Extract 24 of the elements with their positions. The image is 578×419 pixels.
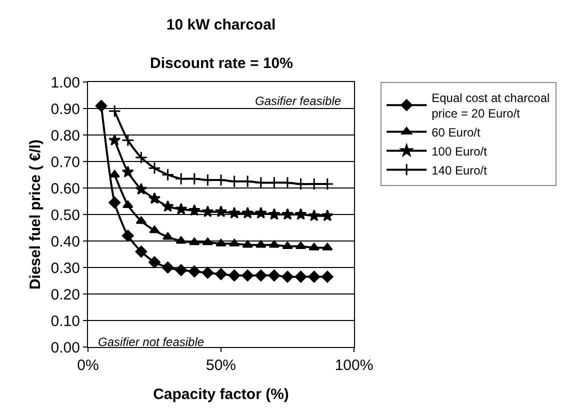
x-tick-label: 0% — [77, 357, 99, 374]
y-tick-label: 0.20 — [50, 286, 80, 304]
y-tick-label: 1.00 — [50, 74, 80, 92]
y-tick-label: 0.70 — [50, 154, 80, 171]
annotation: Gasifier feasible — [255, 94, 342, 108]
legend-label: 100 Euro/t — [432, 144, 488, 158]
legend-label: 60 Euro/t — [432, 125, 481, 140]
y-tick-label: 0.40 — [50, 233, 80, 250]
x-tick-label: 100% — [334, 357, 374, 374]
y-tick-label: 0.80 — [50, 127, 80, 144]
y-tick-label: 0.10 — [50, 312, 80, 330]
chart-title: 10 kW charcoal — [166, 16, 276, 34]
y-tick-label: 0.30 — [50, 260, 80, 277]
chart-subtitle: Discount rate = 10% — [150, 55, 293, 72]
y-tick-label: 0.60 — [50, 180, 80, 198]
legend-label: 140 Euro/t — [432, 163, 488, 178]
x-axis-title: Capacity factor (%) — [153, 386, 289, 403]
y-tick-label: 0.90 — [50, 100, 80, 118]
y-tick-label: 0.00 — [50, 339, 80, 356]
annotation: Gasifier not feasible — [98, 335, 204, 349]
legend-label: Equal cost at charcoal price = 20 Euro/t — [432, 90, 550, 121]
y-tick-label: 0.50 — [50, 206, 80, 224]
y-axis-title: Diesel fuel price ( €/l) — [27, 139, 44, 290]
x-tick-label: 50% — [206, 357, 236, 374]
